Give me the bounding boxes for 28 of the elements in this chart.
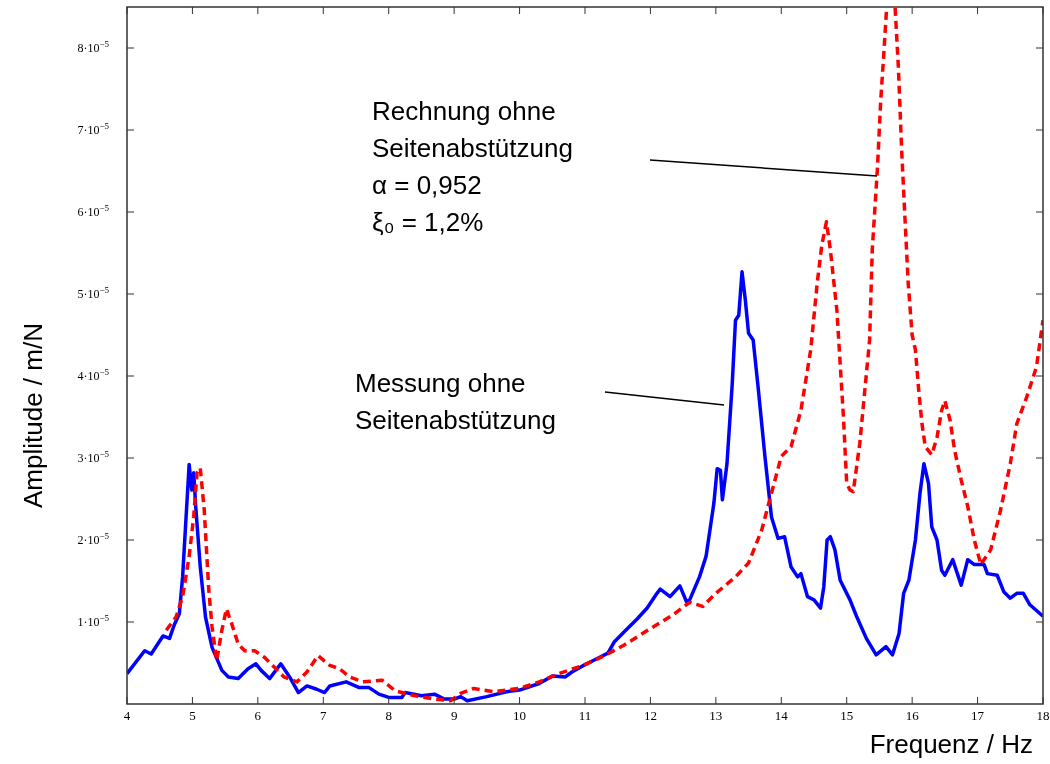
line-series	[127, 270, 1043, 703]
x-tick-label: 12	[643, 708, 657, 723]
x-tick-label: 9	[450, 708, 458, 723]
x-tick-label: 5	[189, 708, 196, 723]
x-tick-label: 10	[513, 708, 527, 723]
x-tick-label: 17	[971, 708, 985, 723]
y-tick-label: 1·10$^{−5}$	[77, 613, 110, 629]
x-tick-label: 6	[254, 708, 262, 723]
x-tick-label: 8	[385, 708, 392, 723]
annotation: Messung ohne Seitenabstützung	[355, 368, 556, 435]
x-tick-label: 14	[774, 708, 789, 723]
y-tick-label: 3·10$^{−5}$	[77, 449, 110, 465]
y-tick-label: 2·10$^{−5}$	[77, 531, 110, 547]
y-tick-label: 7·10$^{−5}$	[77, 121, 110, 137]
annotation: Rechnung ohne Seitenabstützung α = 0,952 ξ₀ = 1,2%	[372, 96, 573, 237]
x-tick-label: 13	[709, 708, 723, 723]
y-axis-title: Amplitude / m/N	[18, 323, 48, 508]
y-tick-label: 8·10$^{−5}$	[77, 39, 110, 55]
y-tick-label: 4·10$^{−5}$	[77, 367, 110, 383]
x-tick-label: 18	[1036, 708, 1050, 723]
x-tick-label: 4	[123, 708, 131, 723]
x-tick-label: 7	[320, 708, 328, 723]
x-tick-label: 11	[578, 708, 592, 723]
x-tick-label: 15	[840, 708, 854, 723]
x-tick-label: 16	[905, 708, 920, 723]
x-axis-title: Frequenz / Hz	[869, 729, 1033, 759]
y-tick-label: 6·10$^{−5}$	[77, 203, 110, 219]
y-tick-label: 5·10$^{−5}$	[77, 285, 110, 301]
